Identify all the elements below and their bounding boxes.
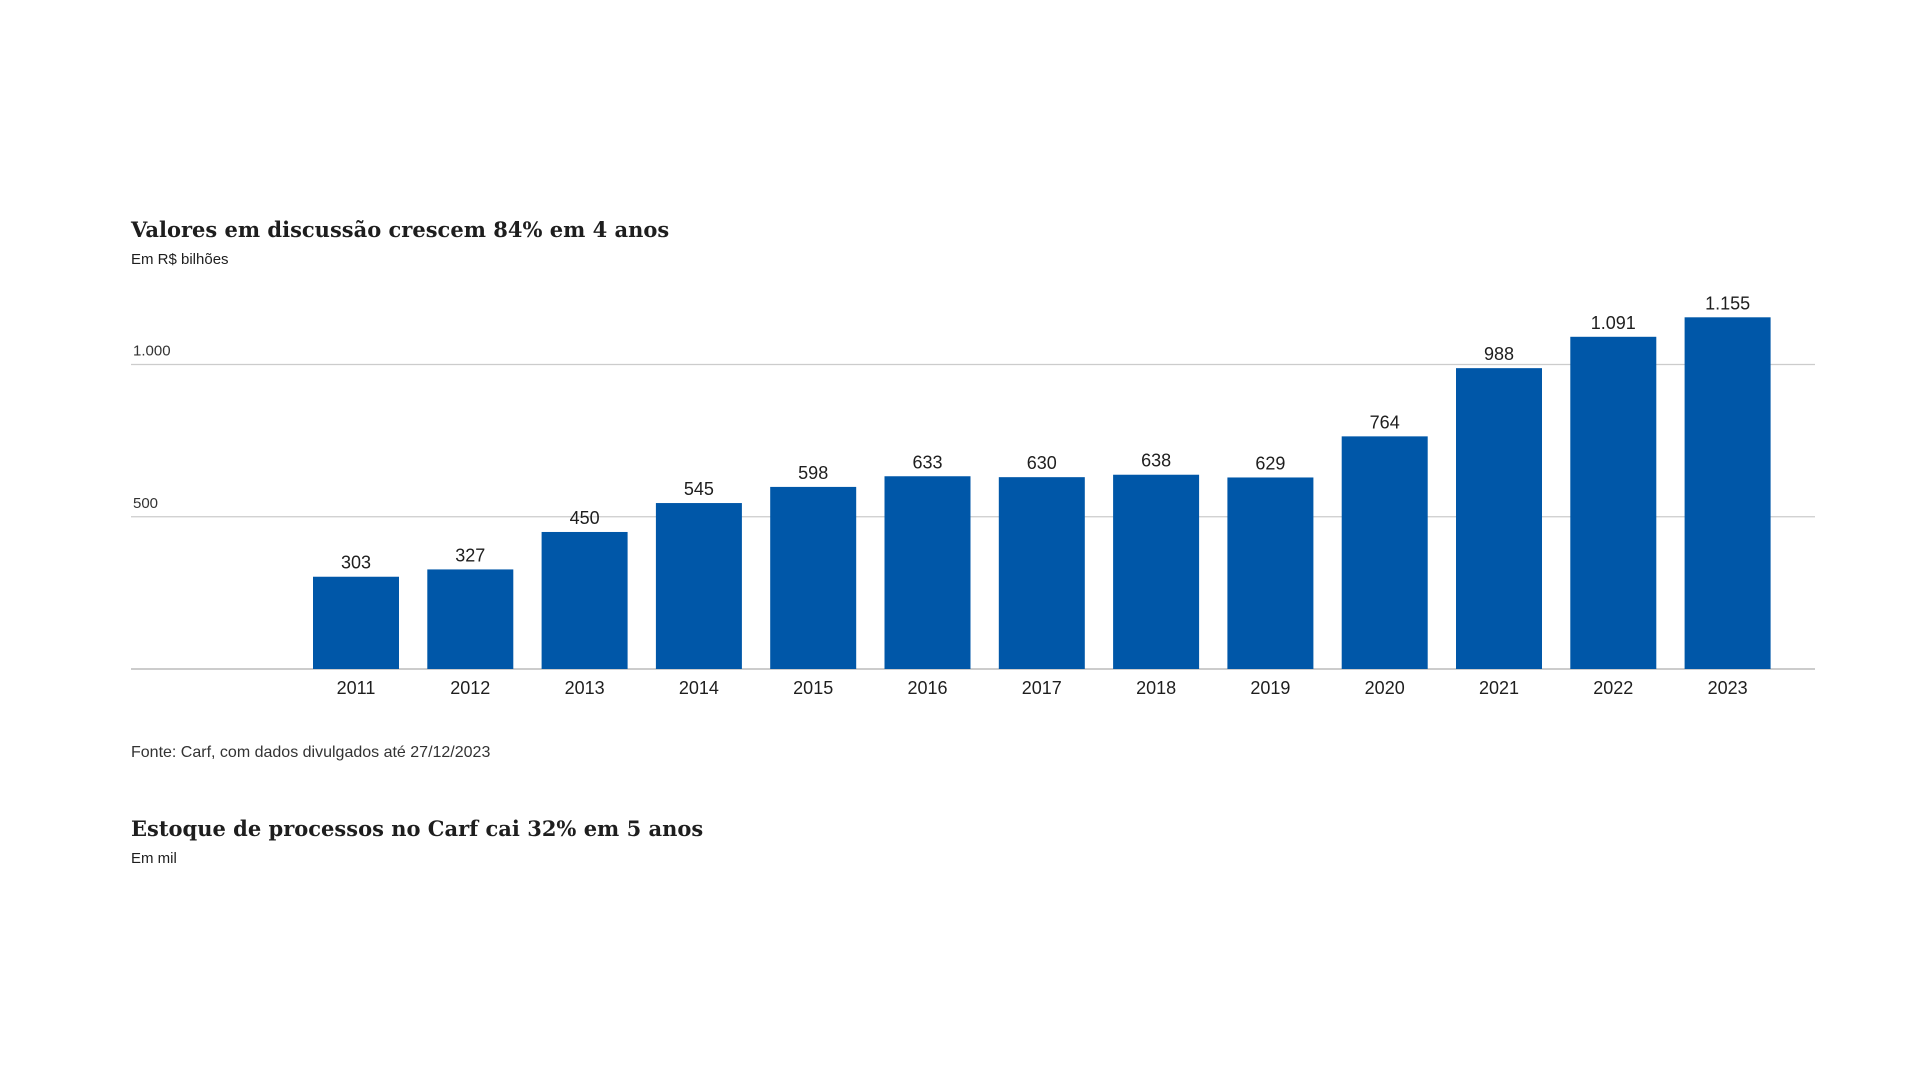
x-tick-label: 2022 — [1593, 678, 1633, 698]
x-tick-label: 2014 — [679, 678, 719, 698]
data-label: 988 — [1484, 344, 1514, 364]
chart-title: Valores em discussão crescem 84% em 4 an… — [131, 217, 670, 242]
data-label: 1.091 — [1591, 313, 1636, 333]
data-label: 638 — [1141, 451, 1171, 471]
x-tick-label: 2015 — [793, 678, 833, 698]
bar — [1456, 368, 1542, 669]
y-tick-label: 500 — [133, 495, 158, 512]
second-chart-title: Estoque de processos no Carf cai 32% em … — [131, 816, 704, 841]
x-tick-label: 2018 — [1136, 678, 1176, 698]
bar — [1113, 474, 1200, 669]
data-label: 598 — [798, 463, 828, 483]
x-tick-label: 2021 — [1479, 678, 1519, 698]
bar — [1341, 436, 1428, 669]
source-note: Fonte: Carf, com dados divulgados até 27… — [131, 744, 491, 761]
data-label: 303 — [341, 553, 371, 573]
bar — [313, 576, 399, 669]
bar — [1684, 317, 1771, 669]
second-chart-subtitle: Em mil — [131, 850, 177, 867]
x-tick-label: 2013 — [565, 678, 605, 698]
bar — [655, 503, 742, 669]
bar — [427, 569, 514, 669]
y-tick-label: 1.000 — [133, 343, 171, 360]
data-label: 630 — [1027, 453, 1057, 473]
data-label: 633 — [912, 452, 942, 472]
data-label: 1.155 — [1705, 293, 1750, 313]
x-tick-label: 2023 — [1708, 678, 1748, 698]
bar — [1227, 477, 1314, 669]
bar — [884, 476, 971, 669]
bar — [770, 486, 857, 669]
bar — [998, 477, 1085, 669]
bar — [541, 531, 628, 669]
data-label: 764 — [1370, 412, 1400, 432]
bar — [1570, 336, 1657, 669]
data-label: 450 — [570, 508, 600, 528]
x-tick-label: 2012 — [450, 678, 490, 698]
x-tick-label: 2017 — [1022, 678, 1062, 698]
x-tick-label: 2019 — [1250, 678, 1290, 698]
data-label: 629 — [1255, 453, 1285, 473]
chart-subtitle: Em R$ bilhões — [131, 251, 229, 268]
x-tick-label: 2016 — [907, 678, 947, 698]
x-tick-label: 2011 — [337, 678, 376, 698]
x-tick-label: 2020 — [1365, 678, 1405, 698]
data-label: 545 — [684, 479, 714, 499]
data-label: 327 — [455, 545, 485, 565]
